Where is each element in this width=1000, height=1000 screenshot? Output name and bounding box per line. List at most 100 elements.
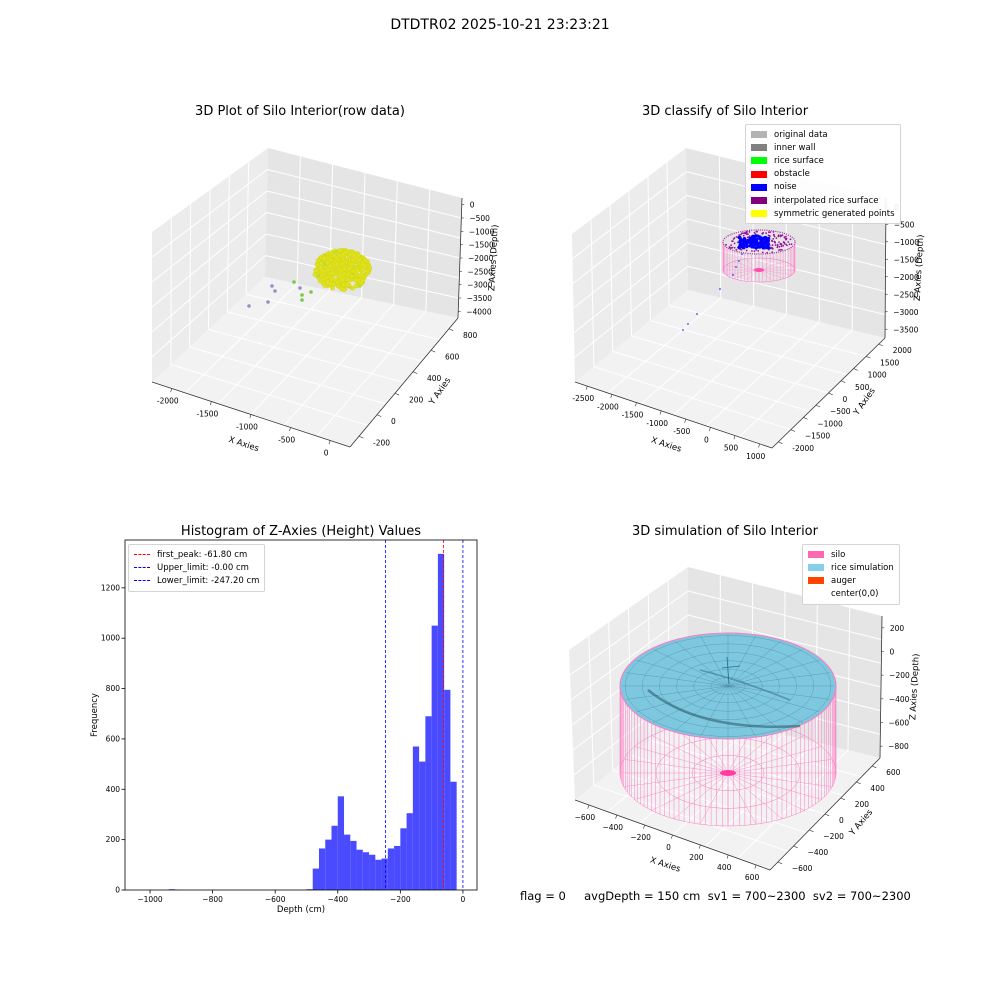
x-tick-label: −200 bbox=[390, 895, 411, 904]
y-tick-label: 1500 bbox=[880, 358, 899, 367]
point bbox=[266, 300, 270, 304]
z-tick-label: −2500 bbox=[468, 267, 494, 276]
point bbox=[765, 232, 767, 235]
point bbox=[359, 270, 365, 276]
rice-mesh-spoke bbox=[700, 685, 729, 737]
point bbox=[740, 248, 743, 251]
z-axis-label: Z Axies (Depth) bbox=[908, 653, 921, 720]
point bbox=[772, 233, 775, 236]
legend-swatch bbox=[808, 564, 824, 572]
point bbox=[780, 234, 783, 237]
y-tick-label: −200 bbox=[823, 832, 844, 841]
legend-label: interpolated rice surface bbox=[774, 195, 879, 206]
z-tick-label: −800 bbox=[888, 742, 909, 751]
legend-label: Lower_limit: -247.20 cm bbox=[157, 575, 260, 586]
rice-mesh-spoke bbox=[727, 685, 756, 737]
legend-label: rice surface bbox=[774, 155, 824, 166]
x-tick-label: -1000 bbox=[236, 423, 258, 432]
point bbox=[341, 282, 346, 287]
grid-line bbox=[569, 590, 689, 676]
point bbox=[732, 238, 735, 240]
point bbox=[309, 290, 313, 294]
point bbox=[730, 244, 732, 247]
rice-mesh-spoke bbox=[625, 685, 729, 700]
z-tick-label: 0 bbox=[890, 648, 895, 657]
y-tick-label: −500 bbox=[830, 407, 851, 416]
histogram-bar bbox=[337, 796, 345, 890]
point bbox=[353, 283, 359, 289]
z-tick-label: −4000 bbox=[466, 307, 492, 316]
point bbox=[312, 272, 318, 277]
rice-mesh-spoke bbox=[653, 685, 729, 723]
plot2-legend: original data inner wall rice surface obsta… bbox=[745, 124, 901, 225]
legend-swatch bbox=[751, 131, 767, 139]
legend-entry: symmetric generated points bbox=[751, 207, 895, 220]
histogram-bar bbox=[412, 746, 420, 890]
legend-label: silo bbox=[831, 549, 846, 560]
point bbox=[752, 244, 756, 248]
y-tick bbox=[856, 781, 861, 785]
point bbox=[749, 239, 753, 243]
point bbox=[742, 234, 745, 237]
y-tick bbox=[793, 845, 798, 849]
y-axis-label: Y Axies bbox=[847, 807, 875, 838]
point bbox=[785, 243, 787, 246]
point bbox=[785, 237, 787, 240]
point bbox=[753, 250, 756, 253]
point bbox=[314, 262, 320, 267]
auger-mark bbox=[721, 656, 741, 685]
z-tick-label: −2000 bbox=[893, 273, 919, 282]
rice-mesh-spoke bbox=[674, 685, 729, 732]
x-tick-label: −400 bbox=[602, 823, 623, 832]
legend-entry: obstacle bbox=[751, 168, 895, 181]
point bbox=[735, 248, 738, 251]
y-tick bbox=[828, 392, 833, 396]
y-tick-label: 2000 bbox=[893, 346, 912, 355]
histogram-x-label: Depth (cm) bbox=[277, 905, 325, 915]
point bbox=[358, 284, 362, 288]
x-tick bbox=[754, 864, 757, 869]
x-tick-label: -1500 bbox=[622, 411, 644, 420]
z-tick-label: −1000 bbox=[894, 238, 920, 247]
point bbox=[782, 244, 785, 247]
point bbox=[349, 274, 354, 279]
histogram-legend: first_peak: -61.80 cm Upper_limit: -0.00 … bbox=[128, 544, 266, 592]
legend-swatch bbox=[808, 551, 824, 559]
x-tick bbox=[289, 427, 291, 432]
rice-mesh-spoke bbox=[653, 649, 729, 687]
point bbox=[738, 239, 742, 243]
point bbox=[364, 269, 370, 274]
y-tick-label: 500 bbox=[855, 383, 870, 392]
z-tick-label: −400 bbox=[889, 695, 910, 704]
x-tick-label: 0 bbox=[461, 895, 466, 904]
point bbox=[767, 234, 770, 237]
rice-mesh-spoke bbox=[700, 635, 729, 687]
point bbox=[756, 241, 761, 246]
point bbox=[273, 289, 277, 293]
y-tick-label: 0 bbox=[839, 816, 844, 825]
point bbox=[760, 239, 764, 243]
y-tick-label: 200 bbox=[106, 835, 121, 844]
y-tick bbox=[394, 392, 400, 396]
histogram-frame bbox=[124, 539, 478, 891]
point bbox=[733, 242, 736, 245]
legend-label: original data bbox=[774, 129, 828, 140]
y-tick-label: 0 bbox=[115, 886, 120, 895]
z-tick-label: −3500 bbox=[893, 325, 919, 334]
y-tick bbox=[376, 414, 382, 417]
z-tick-label: −3000 bbox=[467, 281, 493, 290]
silo-center bbox=[754, 268, 764, 272]
point bbox=[773, 235, 776, 238]
point bbox=[732, 274, 734, 276]
x-tick bbox=[758, 443, 760, 448]
plot1-title: 3D Plot of Silo Interior(row data) bbox=[195, 104, 405, 119]
point bbox=[787, 241, 790, 243]
legend-entry: noise bbox=[751, 181, 895, 194]
y-tick-label: -200 bbox=[373, 438, 390, 447]
x-tick-label: -2500 bbox=[572, 394, 594, 403]
point bbox=[769, 235, 771, 238]
point bbox=[783, 236, 786, 239]
point bbox=[270, 284, 274, 288]
rice-mesh-spoke bbox=[727, 685, 820, 713]
point bbox=[345, 277, 351, 282]
